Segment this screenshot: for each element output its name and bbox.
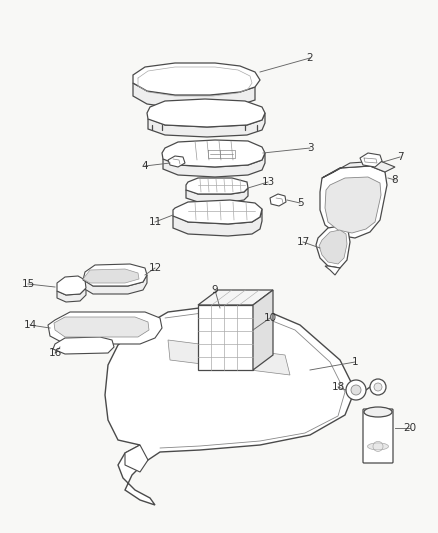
Polygon shape bbox=[360, 153, 382, 167]
Ellipse shape bbox=[364, 407, 392, 417]
Text: 13: 13 bbox=[261, 177, 275, 187]
Text: 3: 3 bbox=[307, 143, 313, 153]
Text: 9: 9 bbox=[212, 285, 218, 295]
Circle shape bbox=[346, 380, 366, 400]
Text: 14: 14 bbox=[23, 320, 37, 330]
Text: 7: 7 bbox=[397, 152, 403, 162]
Polygon shape bbox=[54, 317, 149, 337]
FancyBboxPatch shape bbox=[363, 409, 393, 463]
Text: 17: 17 bbox=[297, 237, 310, 247]
Circle shape bbox=[351, 385, 361, 395]
Polygon shape bbox=[322, 161, 395, 178]
Text: 11: 11 bbox=[148, 217, 162, 227]
Polygon shape bbox=[198, 305, 253, 370]
Text: 5: 5 bbox=[297, 198, 303, 208]
Polygon shape bbox=[186, 188, 248, 202]
Polygon shape bbox=[133, 63, 260, 95]
Polygon shape bbox=[48, 312, 162, 344]
Polygon shape bbox=[125, 445, 148, 472]
Polygon shape bbox=[316, 226, 350, 268]
Text: 16: 16 bbox=[48, 348, 62, 358]
Polygon shape bbox=[253, 290, 273, 370]
Ellipse shape bbox=[367, 443, 389, 450]
Text: 18: 18 bbox=[332, 382, 345, 392]
Polygon shape bbox=[57, 276, 86, 295]
Polygon shape bbox=[148, 113, 265, 137]
Polygon shape bbox=[147, 99, 265, 127]
Polygon shape bbox=[325, 177, 381, 233]
Polygon shape bbox=[168, 340, 290, 375]
Text: 2: 2 bbox=[307, 53, 313, 63]
Text: 12: 12 bbox=[148, 263, 162, 273]
Polygon shape bbox=[319, 230, 347, 264]
Polygon shape bbox=[198, 290, 273, 305]
Polygon shape bbox=[173, 209, 262, 236]
Polygon shape bbox=[133, 83, 255, 108]
Polygon shape bbox=[186, 178, 248, 194]
Polygon shape bbox=[57, 288, 86, 302]
Text: 15: 15 bbox=[21, 279, 35, 289]
Text: 4: 4 bbox=[141, 161, 148, 171]
Polygon shape bbox=[83, 264, 147, 286]
Polygon shape bbox=[360, 161, 382, 172]
Polygon shape bbox=[53, 337, 114, 354]
Text: 8: 8 bbox=[392, 175, 398, 185]
Polygon shape bbox=[270, 194, 286, 206]
Text: 10: 10 bbox=[263, 313, 276, 323]
Polygon shape bbox=[83, 269, 139, 283]
Polygon shape bbox=[163, 153, 265, 177]
Text: 20: 20 bbox=[403, 423, 417, 433]
Polygon shape bbox=[168, 156, 185, 167]
Circle shape bbox=[374, 383, 382, 391]
Polygon shape bbox=[83, 275, 147, 294]
Polygon shape bbox=[162, 140, 265, 167]
Polygon shape bbox=[325, 266, 340, 275]
Polygon shape bbox=[320, 166, 387, 238]
Polygon shape bbox=[105, 306, 355, 505]
Polygon shape bbox=[173, 200, 262, 224]
Text: 1: 1 bbox=[352, 357, 358, 367]
Circle shape bbox=[370, 379, 386, 395]
